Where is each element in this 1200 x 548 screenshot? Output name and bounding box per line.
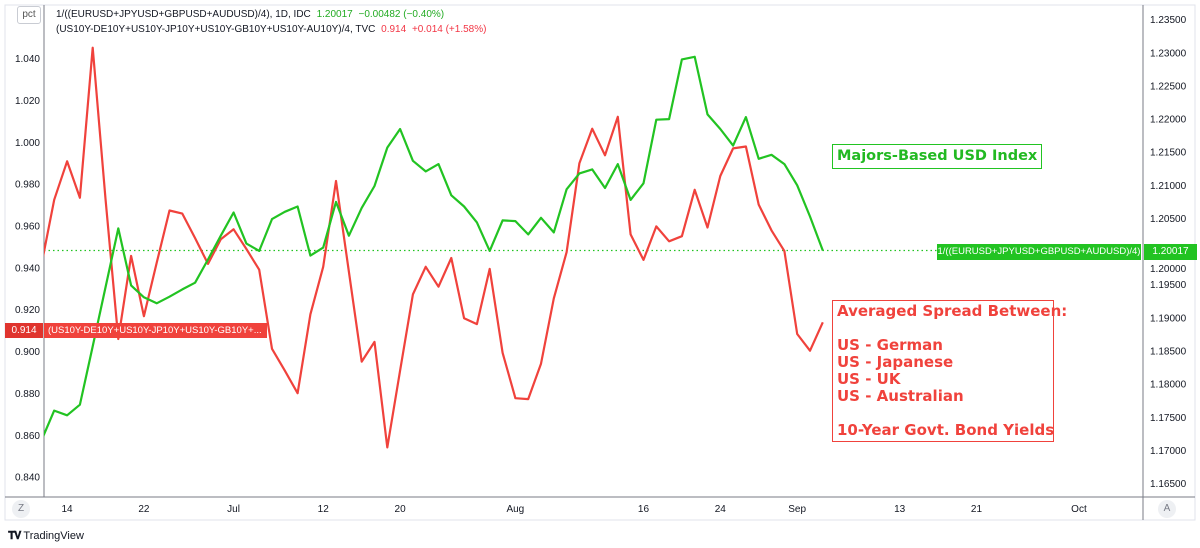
annotation-footer: 10-Year Govt. Bond Yields [837, 421, 1055, 439]
right-axis-ticks: 1.23500 1.23000 1.22500 1.22000 1.21500 1.210… [1150, 15, 1187, 490]
left-axis-tick-label: 0.860 [15, 431, 40, 442]
right-axis-tick-label: 1.17000 [1150, 446, 1187, 457]
right-axis-tick-label: 1.19500 [1150, 280, 1187, 291]
scale-mode-button[interactable]: pct [17, 6, 41, 24]
legend-series-1-change: −0.00482 (−0.40%) [358, 9, 445, 20]
red-series-price-value: 0.914 [5, 323, 43, 338]
right-axis-tick-label: 1.19000 [1150, 313, 1187, 324]
time-axis-tick-label: 22 [138, 504, 150, 515]
annotation-line: US - Japanese [837, 353, 954, 371]
series-red-yield-spread-line[interactable] [41, 46, 824, 449]
left-axis-tick-label: 1.000 [15, 138, 40, 149]
right-axis-tick-label: 1.23500 [1150, 15, 1187, 26]
right-axis-tick-label: 1.18500 [1150, 347, 1187, 358]
green-series-price-value: 1.20017 [1144, 244, 1197, 260]
annotation-yield-spread[interactable]: Averaged Spread Between: US - German US … [832, 300, 1068, 442]
legend-series-1[interactable]: 1/((EURUSD+JPYUSD+GBPUSD+AUDUSD)/4), 1D,… [56, 9, 447, 21]
time-axis-tick-label: 12 [318, 504, 330, 515]
time-axis-tick-label: Aug [506, 504, 524, 515]
time-axis-tick-label: 14 [61, 504, 73, 515]
time-axis-tick-label: Oct [1071, 504, 1087, 515]
time-axis-tick-label: Sep [788, 504, 806, 515]
right-axis-tick-label: 1.20000 [1150, 264, 1187, 275]
right-axis-tick-label: 1.16500 [1150, 479, 1187, 490]
left-axis-tick-label: 1.040 [15, 54, 40, 65]
chart-frame [4, 4, 1196, 521]
right-axis-tick-label: 1.18000 [1150, 380, 1187, 391]
tradingview-logo-icon: 𝐓𝐕 [8, 530, 21, 542]
annotation-line: US - German [837, 336, 943, 354]
left-axis-tick-label: 0.920 [15, 305, 40, 316]
annotation-line: US - UK [837, 370, 901, 388]
left-axis-tick-label: 0.840 [15, 473, 40, 484]
right-axis-tick-label: 1.22000 [1150, 115, 1187, 126]
time-axis-tick-label: 13 [894, 504, 906, 515]
left-axis-tick-label: 0.960 [15, 221, 40, 232]
right-axis-tick-label: 1.21000 [1150, 181, 1187, 192]
time-axis-tick-label: 20 [395, 504, 407, 515]
legend-series-1-last: 1.20017 [316, 9, 353, 20]
left-axis-ticks: 1.040 1.020 1.000 0.980 0.960 0.940 0.920 0.900… [15, 54, 40, 484]
right-axis-tick-label: 1.20500 [1150, 214, 1187, 225]
right-axis-tick-label: 1.21500 [1150, 148, 1187, 159]
auto-scale-button[interactable]: A [1158, 500, 1176, 518]
legend-series-1-name: 1/((EURUSD+JPYUSD+GBPUSD+AUDUSD)/4), 1D,… [56, 9, 311, 20]
right-axis-tick-label: 1.23000 [1150, 48, 1187, 59]
left-axis-tick-label: 1.020 [15, 96, 40, 107]
tradingview-name: TradingView [23, 530, 84, 542]
green-series-price-label: 1/((EURUSD+JPYUSD+GBPUSD+AUDUSD)/4) [937, 244, 1141, 260]
right-axis-tick-label: 1.17500 [1150, 413, 1187, 424]
left-axis-tick-label: 0.880 [15, 389, 40, 400]
left-axis-tick-label: 0.940 [15, 263, 40, 274]
legend-series-2-name: (US10Y-DE10Y+US10Y-JP10Y+US10Y-GB10Y+US1… [56, 24, 376, 35]
legend-series-2-last: 0.914 [381, 24, 407, 35]
annotation-usd-index[interactable]: Majors-Based USD Index [832, 144, 1043, 169]
zoom-reset-button[interactable]: Z [12, 500, 30, 518]
time-axis-tick-label: 24 [715, 504, 727, 515]
series-green-usd-index-line[interactable] [41, 55, 824, 441]
time-axis-tick-label: 21 [971, 504, 983, 515]
left-axis-tick-label: 0.900 [15, 347, 40, 358]
annotation-title: Averaged Spread Between: [837, 302, 1068, 320]
legend-series-2-change: +0.014 (+1.58%) [411, 24, 487, 35]
legend-series-2[interactable]: (US10Y-DE10Y+US10Y-JP10Y+US10Y-GB10Y+US1… [56, 24, 489, 36]
red-series-price-label: (US10Y-DE10Y+US10Y-JP10Y+US10Y-GB10Y+... [44, 323, 267, 338]
left-axis-tick-label: 0.980 [15, 180, 40, 191]
time-axis-tick-label: 16 [638, 504, 650, 515]
tradingview-branding[interactable]: 𝐓𝐕 TradingView [8, 530, 84, 543]
right-axis-tick-label: 1.22500 [1150, 81, 1187, 92]
time-axis-ticks: 14 22 Jul 12 20 Aug 16 24 Sep 13 21 Oct [61, 504, 1086, 515]
annotation-line: US - Australian [837, 387, 964, 405]
time-axis-tick-label: Jul [227, 504, 240, 515]
